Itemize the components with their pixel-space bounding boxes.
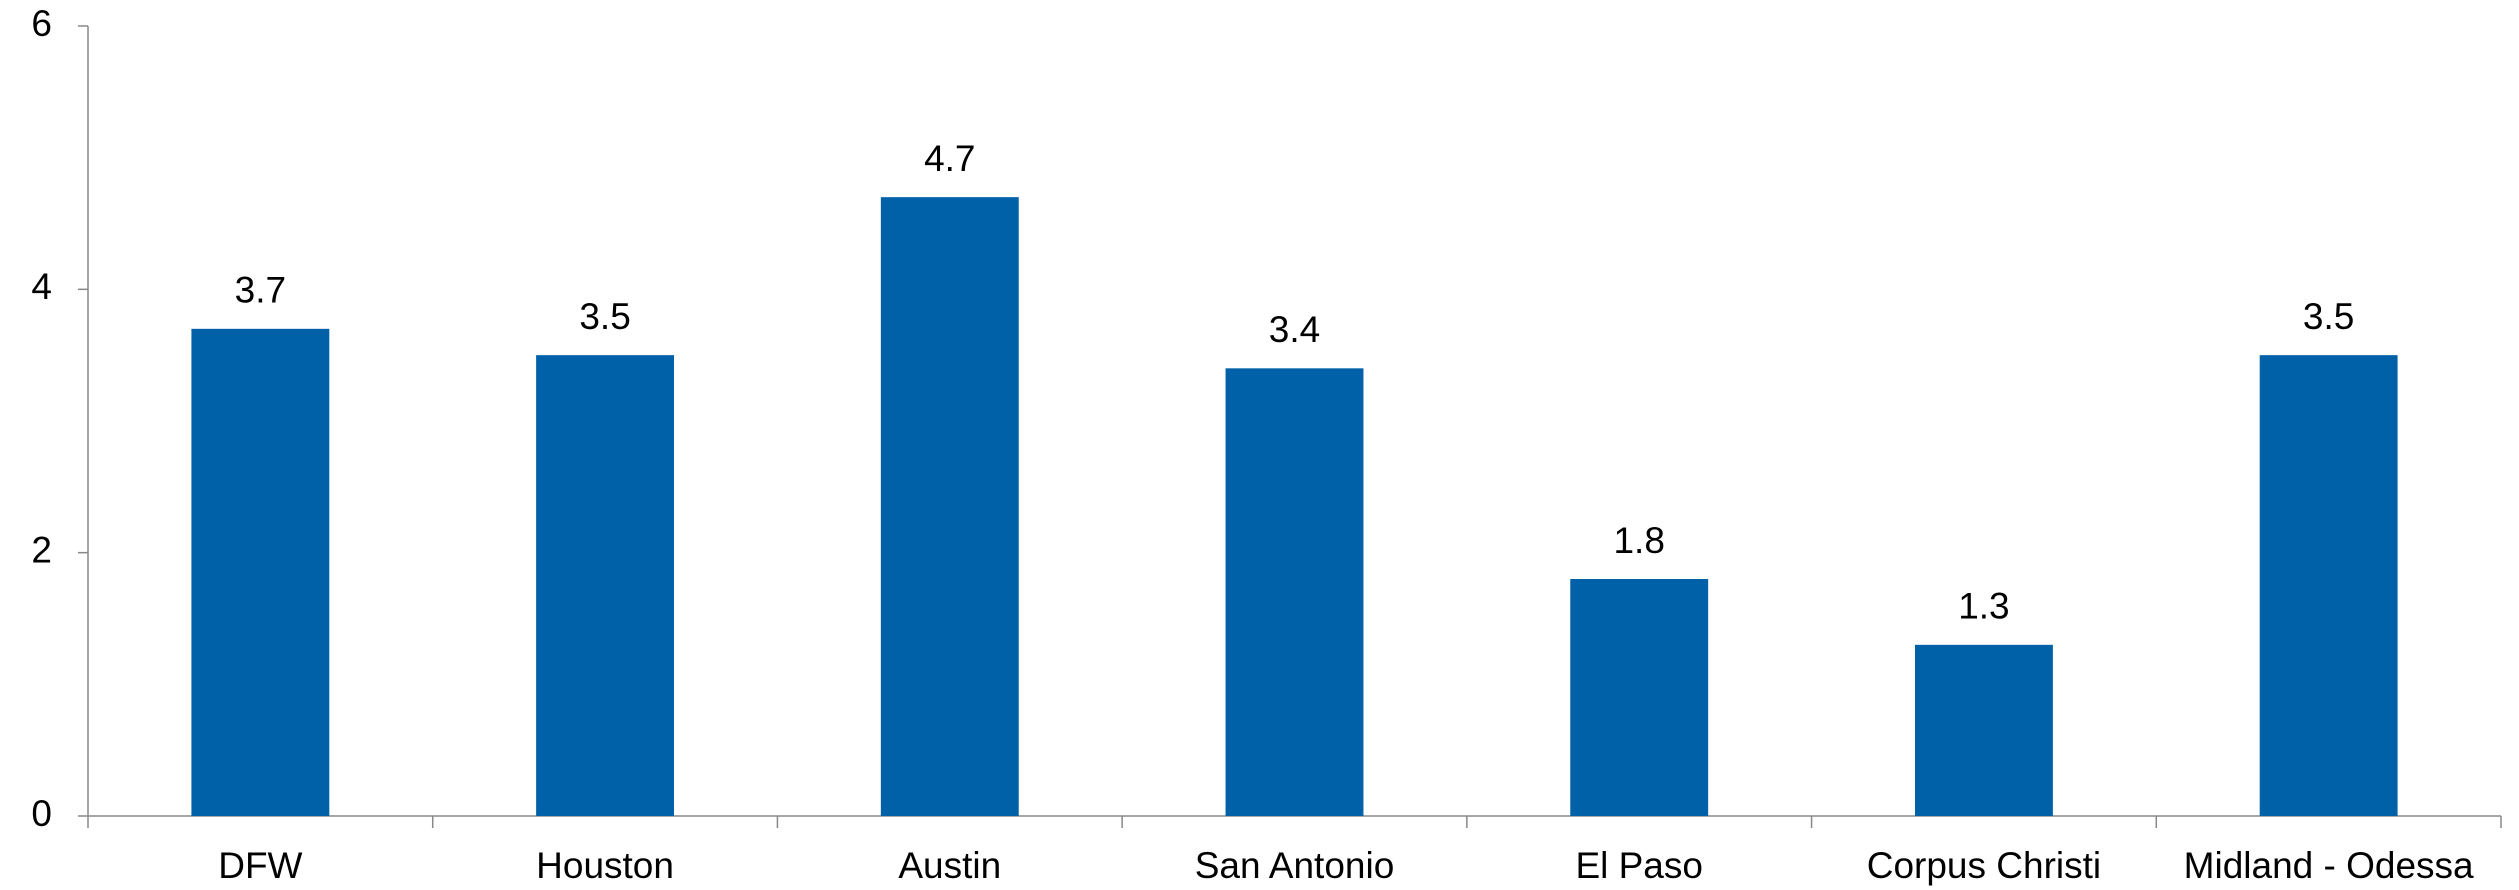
x-tick-label: DFW: [218, 845, 302, 886]
x-tick-label: El Paso: [1575, 845, 1703, 886]
bar: [536, 355, 675, 816]
data-label: 1.3: [1958, 586, 2009, 627]
bar: [1225, 368, 1364, 816]
bar: [1914, 644, 2053, 816]
x-tick-label: Midland - Odessa: [2184, 845, 2474, 886]
data-label: 3.5: [2303, 296, 2354, 337]
data-label: 3.7: [235, 270, 286, 311]
data-label: 1.8: [1613, 520, 1664, 561]
bar: [1570, 579, 1709, 816]
y-tick-label: 2: [31, 529, 52, 570]
data-label: 4.7: [924, 138, 975, 179]
data-label: 3.4: [1269, 309, 1320, 350]
bar: [880, 197, 1019, 816]
x-tick-label: Houston: [536, 845, 674, 886]
bar: [2259, 355, 2398, 816]
bar: [191, 328, 330, 816]
y-tick-label: 6: [31, 3, 52, 44]
y-tick-label: 4: [31, 266, 52, 307]
data-label: 3.5: [579, 296, 630, 337]
y-tick-label: 0: [31, 793, 52, 834]
x-tick-label: Corpus Christi: [1867, 845, 2101, 886]
x-tick-label: San Antonio: [1195, 845, 1395, 886]
x-tick-label: Austin: [898, 845, 1001, 886]
